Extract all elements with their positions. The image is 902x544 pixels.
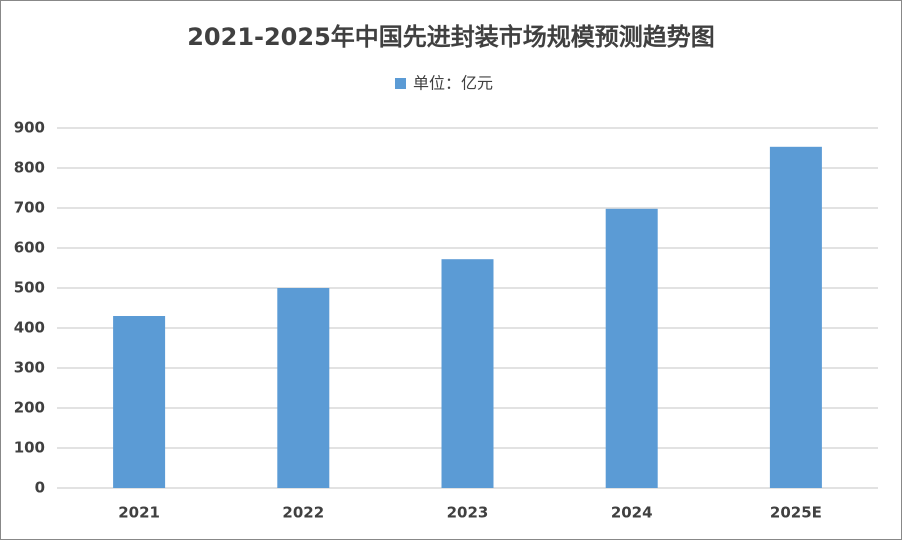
y-tick-label: 400	[14, 319, 45, 337]
y-tick-label: 300	[14, 359, 45, 377]
bar	[769, 146, 822, 489]
bar	[277, 288, 330, 488]
y-tick-label: 700	[14, 199, 45, 217]
y-tick-label: 200	[14, 399, 45, 417]
bar	[605, 208, 658, 489]
x-tick-label: 2024	[611, 504, 653, 522]
x-tick-label: 2023	[447, 504, 489, 522]
x-tick-label: 2025E	[770, 504, 822, 522]
legend-swatch	[395, 78, 406, 89]
x-tick-label: 2022	[282, 504, 324, 522]
y-tick-label: 0	[35, 479, 45, 497]
y-tick-label: 800	[14, 159, 45, 177]
y-tick-label: 500	[14, 279, 45, 297]
bar	[113, 316, 166, 488]
chart-title: 2021-2025年中国先进封装市场规模预测趋势图	[187, 23, 715, 51]
y-tick-label: 100	[14, 439, 45, 457]
y-tick-label: 600	[14, 239, 45, 257]
x-tick-label: 2021	[118, 504, 160, 522]
bar	[441, 259, 494, 488]
legend-label: 单位：亿元	[413, 74, 493, 93]
y-tick-label: 900	[14, 119, 45, 137]
